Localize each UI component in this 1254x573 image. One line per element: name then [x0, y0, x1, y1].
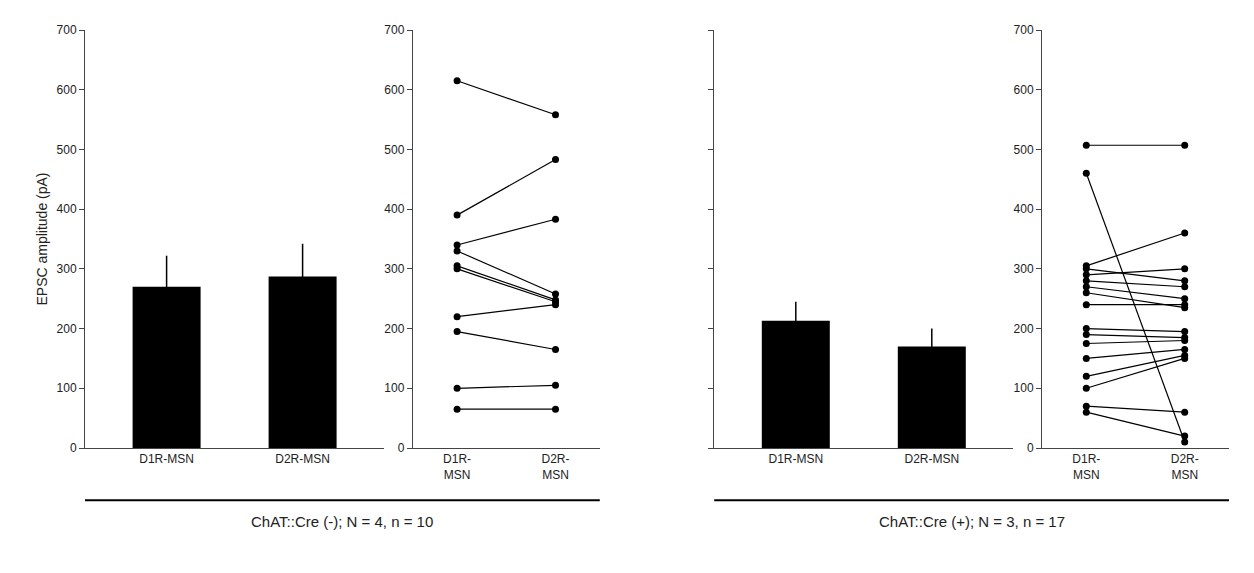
svg-text:400: 400 — [1014, 202, 1034, 216]
svg-text:100: 100 — [57, 381, 77, 395]
svg-text:600: 600 — [1014, 83, 1034, 97]
svg-text:D1R-MSN: D1R-MSN — [768, 452, 823, 466]
svg-text:600: 600 — [384, 83, 404, 97]
svg-text:100: 100 — [384, 381, 404, 395]
svg-text:500: 500 — [384, 143, 404, 157]
svg-text:0: 0 — [70, 441, 77, 455]
svg-text:700: 700 — [1014, 23, 1034, 37]
svg-text:300: 300 — [1014, 262, 1034, 276]
svg-text:D2R-MSN: D2R-MSN — [542, 452, 570, 482]
svg-text:500: 500 — [57, 143, 77, 157]
svg-text:300: 300 — [57, 262, 77, 276]
svg-text:200: 200 — [57, 322, 77, 336]
svg-text:100: 100 — [1014, 381, 1034, 395]
svg-text:400: 400 — [57, 202, 77, 216]
svg-text:D1R-MSN: D1R-MSN — [443, 452, 471, 482]
svg-text:D2R-MSN: D2R-MSN — [275, 452, 330, 466]
svg-text:200: 200 — [1014, 322, 1034, 336]
svg-text:300: 300 — [384, 262, 404, 276]
svg-text:600: 600 — [57, 83, 77, 97]
svg-text:D1R-MSN: D1R-MSN — [139, 452, 194, 466]
svg-text:D1R-MSN: D1R-MSN — [1072, 452, 1100, 482]
svg-text:200: 200 — [384, 322, 404, 336]
svg-text:ChAT::Cre (+); N = 3, n = 17: ChAT::Cre (+); N = 3, n = 17 — [879, 513, 1065, 530]
svg-text:D2R-MSN: D2R-MSN — [904, 452, 959, 466]
svg-text:400: 400 — [384, 202, 404, 216]
svg-text:0: 0 — [1027, 441, 1034, 455]
svg-text:500: 500 — [1014, 143, 1034, 157]
svg-text:ChAT::Cre (-); N = 4, n = 10: ChAT::Cre (-); N = 4, n = 10 — [251, 513, 433, 530]
svg-text:EPSC amplitude (pA): EPSC amplitude (pA) — [34, 172, 50, 305]
svg-text:700: 700 — [384, 23, 404, 37]
svg-text:0: 0 — [398, 441, 405, 455]
svg-text:700: 700 — [57, 23, 77, 37]
svg-text:D2R-MSN: D2R-MSN — [1171, 452, 1199, 482]
